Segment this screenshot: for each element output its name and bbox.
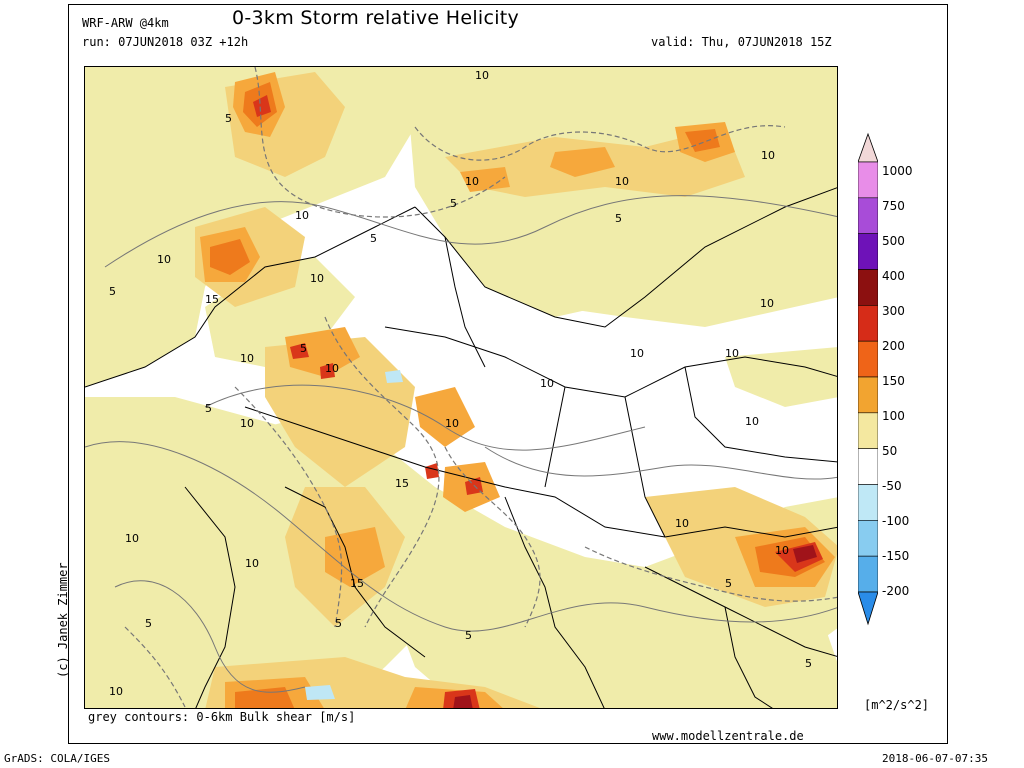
colorbar-segment — [858, 412, 878, 449]
contour-label: 5 — [109, 285, 116, 298]
colorbar-segment — [858, 448, 878, 485]
contour-label: 15 — [350, 577, 364, 590]
colorbar-label: 400 — [882, 269, 905, 283]
contour-label: 5 — [370, 232, 377, 245]
grads-label: GrADS: COLA/IGES — [4, 752, 110, 765]
contour-label: 5 — [615, 212, 622, 225]
colorbar-label: 1000 — [882, 164, 913, 178]
colorbar-label: 200 — [882, 339, 905, 353]
contour-label: 5 — [335, 617, 342, 630]
colorbar — [858, 132, 878, 626]
website-link[interactable]: www.modellzentrale.de — [652, 729, 804, 743]
contour-label: 10 — [745, 415, 759, 428]
units-label: [m^2/s^2] — [864, 698, 930, 712]
colorbar-bottom-cap — [858, 591, 878, 626]
helicity-map: 5 10 10 10 5 15 10 5 5 10 10 5 10 10 10 … — [84, 66, 838, 709]
contour-legend-note: grey contours: 0-6km Bulk shear [m/s] — [88, 710, 356, 724]
colorbar-label: 50 — [882, 444, 898, 458]
contour-label: 10 — [761, 149, 775, 162]
contour-label: 5 — [725, 577, 732, 590]
figure-frame — [68, 4, 948, 744]
contour-label: 5 — [805, 657, 812, 670]
contour-label: 5 — [145, 617, 152, 630]
colorbar-label: -200 — [882, 584, 910, 598]
contour-label: 10 — [725, 347, 739, 360]
colorbar-segment — [858, 376, 878, 414]
timestamp-label: 2018-06-07-07:35 — [882, 752, 988, 765]
contour-label: 10 — [240, 352, 254, 365]
map-canvas: 5 10 10 10 5 15 10 5 5 10 10 5 10 10 10 … — [85, 67, 837, 708]
contour-label: 10 — [245, 557, 259, 570]
valid-label: valid: Thu, 07JUN2018 15Z — [651, 35, 832, 49]
contour-label: 5 — [450, 197, 457, 210]
credit-label: (c) Janek Zimmer — [56, 562, 70, 678]
colorbar-label: -150 — [882, 549, 910, 563]
contour-label: 15 — [205, 293, 219, 306]
contour-label: 10 — [615, 175, 629, 188]
colorbar-label: 300 — [882, 304, 905, 318]
contour-label: 10 — [465, 175, 479, 188]
colorbar-segment — [858, 269, 878, 306]
contour-label: 15 — [395, 477, 409, 490]
colorbar-segment — [858, 484, 878, 521]
colorbar-label: 100 — [882, 409, 905, 423]
contour-label: 10 — [157, 253, 171, 266]
contour-label: 5 — [300, 342, 307, 355]
chart-title: 0-3km Storm relative Helicity — [232, 7, 520, 29]
contour-label: 10 — [295, 209, 309, 222]
contour-label: 10 — [760, 297, 774, 310]
colorbar-label: -100 — [882, 514, 910, 528]
contour-label: 10 — [240, 417, 254, 430]
contour-label: 10 — [125, 532, 139, 545]
colorbar-top-cap — [858, 132, 878, 163]
colorbar-segment — [858, 555, 878, 593]
contour-label: 10 — [475, 69, 489, 82]
colorbar-segment — [858, 305, 878, 342]
contour-label: 5 — [465, 629, 472, 642]
contour-label: 10 — [540, 377, 554, 390]
contour-label: 10 — [775, 544, 789, 557]
colorbar-label: 500 — [882, 234, 905, 248]
colorbar-segment — [858, 233, 878, 270]
colorbar-label: 150 — [882, 374, 905, 388]
contour-label: 10 — [445, 417, 459, 430]
colorbar-segment — [858, 197, 878, 234]
model-label: WRF-ARW @4km — [82, 16, 169, 30]
contour-label: 10 — [310, 272, 324, 285]
contour-label: 10 — [109, 685, 123, 698]
colorbar-label: -50 — [882, 479, 902, 493]
run-label: run: 07JUN2018 03Z +12h — [82, 35, 249, 49]
contour-label: 5 — [225, 112, 232, 125]
contour-label: 10 — [325, 362, 339, 375]
contour-label: 10 — [675, 517, 689, 530]
contour-label: 5 — [205, 402, 212, 415]
contour-label: 10 — [630, 347, 644, 360]
colorbar-segment — [858, 520, 878, 557]
colorbar-segment — [858, 340, 878, 378]
colorbar-segment — [858, 161, 878, 199]
colorbar-label: 750 — [882, 199, 905, 213]
